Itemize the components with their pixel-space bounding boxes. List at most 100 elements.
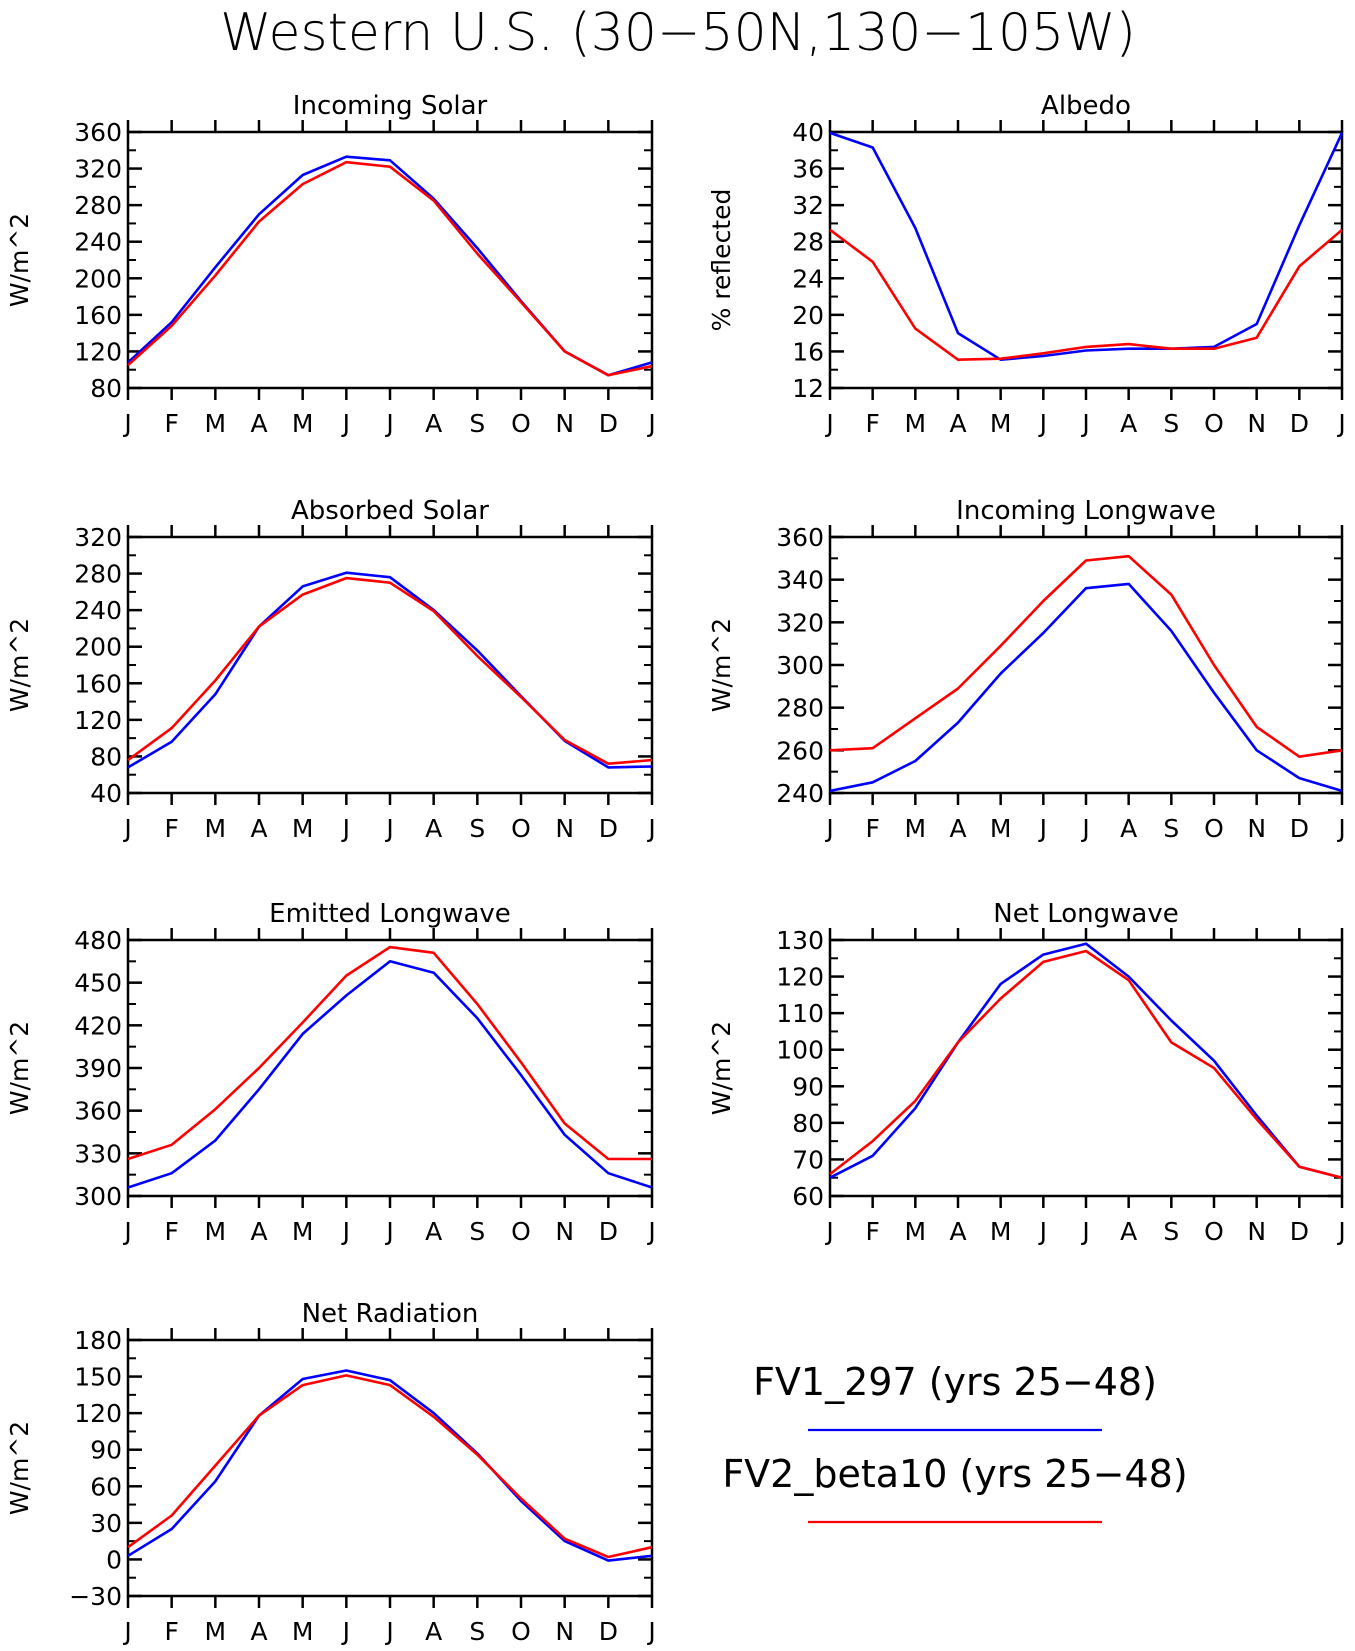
series-line-2 bbox=[829, 554, 1343, 759]
y-tick-label: 240 bbox=[776, 779, 824, 808]
y-tick-label: 120 bbox=[74, 337, 122, 366]
panel-title: Net Radiation bbox=[302, 1299, 479, 1329]
y-axis-label: W/m^2 bbox=[707, 618, 736, 712]
y-tick-label: 60 bbox=[792, 1182, 824, 1211]
x-tick-label: M bbox=[905, 1217, 927, 1246]
x-tick-label: F bbox=[865, 1217, 879, 1246]
series-line-1 bbox=[127, 959, 653, 1189]
x-tick-label: S bbox=[469, 409, 485, 438]
x-tick-label: D bbox=[599, 1217, 618, 1246]
x-tick-label: J bbox=[341, 1617, 350, 1646]
x-tick-label: M bbox=[292, 1617, 314, 1646]
x-tick-label: N bbox=[555, 1617, 574, 1646]
y-axis-label: W/m^2 bbox=[5, 213, 34, 307]
x-tick-label: D bbox=[1290, 814, 1309, 843]
y-tick-label: 160 bbox=[74, 301, 122, 330]
y-axis-label: W/m^2 bbox=[5, 1421, 34, 1515]
legend: FV1_297 (yrs 25−48) FV2_beta10 (yrs 25−48… bbox=[722, 1360, 1188, 1524]
x-tick-label: A bbox=[425, 409, 442, 438]
figure-title: Western U.S. (30−50N,130−105W) bbox=[220, 3, 1136, 63]
x-tick-label: M bbox=[205, 814, 227, 843]
y-tick-label: 160 bbox=[74, 669, 122, 698]
x-tick-label: J bbox=[122, 1217, 131, 1246]
x-tick-label: S bbox=[469, 814, 485, 843]
x-tick-label: M bbox=[990, 409, 1012, 438]
series-line-2 bbox=[127, 576, 653, 766]
plot-frame bbox=[126, 938, 654, 1198]
x-tick-label: A bbox=[949, 1217, 966, 1246]
x-tick-label: M bbox=[905, 814, 927, 843]
x-tick-label: O bbox=[1204, 409, 1224, 438]
panel-title: Net Longwave bbox=[993, 899, 1178, 929]
y-tick-label: 360 bbox=[776, 523, 824, 552]
x-tick-label: M bbox=[292, 814, 314, 843]
x-tick-label: O bbox=[1204, 814, 1224, 843]
x-tick-label: F bbox=[865, 814, 879, 843]
x-tick-label: J bbox=[341, 814, 350, 843]
y-tick-label: 200 bbox=[74, 633, 122, 662]
x-tick-label: D bbox=[1290, 1217, 1309, 1246]
panel-title: Emitted Longwave bbox=[269, 899, 511, 929]
series-line-1 bbox=[829, 582, 1343, 793]
x-tick-label: J bbox=[341, 409, 350, 438]
y-tick-label: 180 bbox=[74, 1326, 122, 1355]
x-tick-label: S bbox=[1163, 1217, 1179, 1246]
legend-label-2: FV2_beta10 (yrs 25−48) bbox=[722, 1452, 1187, 1496]
x-tick-label: J bbox=[384, 409, 393, 438]
x-tick-label: M bbox=[905, 409, 927, 438]
y-tick-label: 300 bbox=[74, 1182, 122, 1211]
series-line-2 bbox=[127, 945, 652, 1161]
y-tick-label: 240 bbox=[74, 228, 122, 257]
y-tick-label: 150 bbox=[74, 1363, 122, 1392]
y-tick-label: 320 bbox=[776, 608, 824, 637]
x-tick-label: J bbox=[1336, 409, 1345, 438]
panel-3: Absorbed Solar W/m^2 40 80 120 160 200 240 280 32… bbox=[5, 496, 656, 843]
y-tick-label: 450 bbox=[74, 969, 122, 998]
y-tick-label: 40 bbox=[90, 779, 122, 808]
x-tick-label: N bbox=[1247, 814, 1266, 843]
x-tick-label: J bbox=[1080, 1217, 1089, 1246]
y-tick-label: 480 bbox=[74, 926, 122, 955]
y-tick-label: 330 bbox=[74, 1139, 122, 1168]
x-tick-label: J bbox=[384, 1617, 393, 1646]
y-tick-label: 110 bbox=[776, 999, 824, 1028]
y-tick-label: 320 bbox=[74, 523, 122, 552]
x-tick-label: F bbox=[164, 1217, 178, 1246]
x-tick-label: A bbox=[250, 1217, 267, 1246]
y-tick-label: 70 bbox=[792, 1145, 824, 1174]
x-tick-label: J bbox=[1080, 814, 1089, 843]
x-tick-label: O bbox=[511, 814, 531, 843]
y-tick-label: 260 bbox=[776, 736, 824, 765]
y-tick-label: 300 bbox=[776, 651, 824, 680]
panel-title: Absorbed Solar bbox=[291, 496, 489, 526]
series-line-2 bbox=[829, 228, 1343, 362]
x-tick-label: A bbox=[949, 409, 966, 438]
x-tick-label: F bbox=[164, 409, 178, 438]
x-tick-label: O bbox=[1204, 1217, 1224, 1246]
y-tick-label: 28 bbox=[792, 228, 824, 257]
y-tick-label: 420 bbox=[74, 1011, 122, 1040]
x-tick-label: J bbox=[824, 814, 833, 843]
y-tick-label: 90 bbox=[90, 1436, 122, 1465]
x-tick-label: D bbox=[1290, 409, 1309, 438]
panel-title: Albedo bbox=[1041, 91, 1131, 121]
x-tick-label: J bbox=[1336, 1217, 1345, 1246]
series-line-2 bbox=[127, 160, 653, 377]
panel-4: Incoming Longwave W/m^2 240 260 280 300 320 340… bbox=[707, 496, 1346, 843]
x-tick-label: J bbox=[646, 814, 655, 843]
y-tick-label: 40 bbox=[792, 118, 824, 147]
x-tick-label: F bbox=[164, 1617, 178, 1646]
x-tick-label: M bbox=[292, 409, 314, 438]
panels: Incoming SolarW/m^2801201602002402803203… bbox=[5, 91, 1346, 1646]
plot-frame bbox=[126, 1338, 654, 1598]
x-tick-label: S bbox=[1163, 409, 1179, 438]
y-tick-label: 360 bbox=[74, 118, 122, 147]
x-tick-label: J bbox=[824, 409, 833, 438]
plot-frame bbox=[828, 938, 1344, 1198]
x-tick-label: J bbox=[122, 409, 131, 438]
panel-5: Emitted Longwave W/m^2 300 330 360 390 420 450 4… bbox=[5, 899, 656, 1246]
